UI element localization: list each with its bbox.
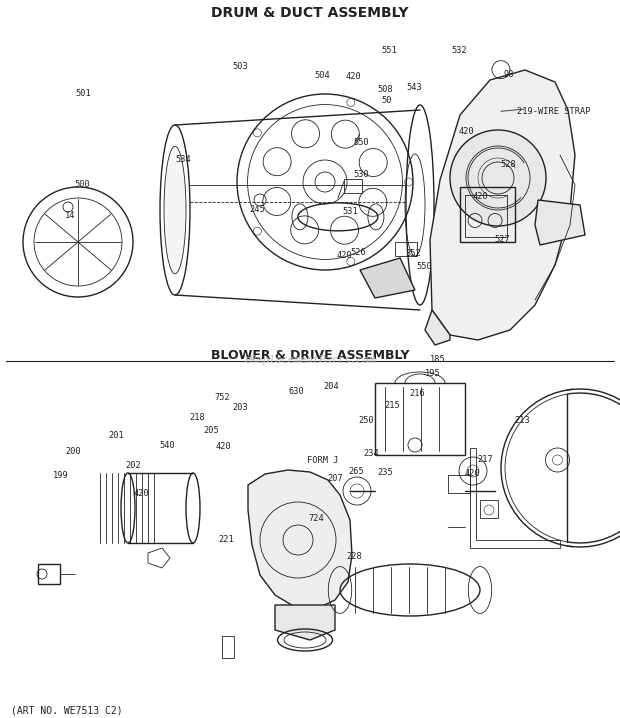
Text: 204: 204: [324, 382, 340, 391]
Text: 551: 551: [381, 46, 397, 55]
Text: 234: 234: [363, 449, 379, 458]
Text: 420: 420: [464, 470, 480, 478]
Bar: [465, 195, 507, 238]
Text: 420: 420: [458, 127, 474, 136]
Bar: [344, 179, 362, 193]
Text: 205: 205: [203, 426, 219, 435]
Text: 550: 550: [417, 262, 433, 271]
Text: 420: 420: [133, 490, 149, 498]
Text: 420: 420: [345, 73, 361, 81]
Text: 235: 235: [378, 468, 394, 477]
Text: 265: 265: [348, 467, 365, 476]
Text: 245: 245: [249, 205, 265, 214]
Text: 203: 203: [232, 403, 249, 411]
Polygon shape: [430, 70, 575, 340]
Bar: [480, 500, 498, 518]
Text: 526: 526: [350, 248, 366, 257]
Text: 528: 528: [500, 160, 516, 169]
Text: 420: 420: [336, 251, 352, 260]
Text: 724: 724: [308, 514, 324, 523]
Text: 540: 540: [159, 441, 175, 449]
Text: 250: 250: [358, 416, 374, 424]
Bar: [395, 242, 417, 256]
Text: 216: 216: [409, 389, 425, 398]
Text: 532: 532: [451, 46, 467, 55]
Polygon shape: [275, 605, 335, 640]
Text: 503: 503: [232, 62, 249, 70]
Text: (ART NO. WE7513 C2): (ART NO. WE7513 C2): [11, 706, 123, 716]
Bar: [375, 383, 465, 455]
Text: 50: 50: [381, 96, 391, 105]
Text: 213: 213: [514, 416, 530, 424]
Text: 352: 352: [405, 249, 422, 258]
Text: 534: 534: [175, 155, 191, 164]
Bar: [448, 475, 469, 493]
Text: 215: 215: [384, 401, 400, 410]
Polygon shape: [425, 310, 450, 345]
Text: 201: 201: [108, 432, 125, 440]
Text: 195: 195: [425, 369, 441, 378]
Text: FORM J: FORM J: [307, 457, 338, 465]
Text: 14: 14: [65, 211, 75, 220]
Bar: [222, 636, 234, 658]
Text: 420: 420: [215, 442, 231, 451]
Text: 630: 630: [288, 387, 304, 396]
Bar: [460, 187, 515, 243]
Text: BLOWER & DRIVE ASSEMBLY: BLOWER & DRIVE ASSEMBLY: [211, 349, 409, 362]
Text: 199: 199: [53, 471, 69, 480]
Text: 530: 530: [353, 170, 369, 179]
Text: 752: 752: [214, 393, 230, 401]
Text: 420: 420: [472, 192, 489, 201]
Text: 500: 500: [74, 180, 91, 189]
Text: 508: 508: [378, 85, 394, 93]
Text: 217: 217: [477, 455, 493, 464]
Text: 228: 228: [347, 552, 363, 561]
Polygon shape: [360, 258, 415, 298]
Text: 543: 543: [406, 83, 422, 92]
Text: DRUM & DUCT ASSEMBLY: DRUM & DUCT ASSEMBLY: [211, 6, 409, 20]
Text: 207: 207: [327, 475, 343, 483]
Text: eReplacementParts.com: eReplacementParts.com: [244, 355, 376, 365]
Text: 504: 504: [314, 71, 330, 80]
Text: 219-WIRE STRAP: 219-WIRE STRAP: [517, 107, 590, 116]
Text: 531: 531: [342, 207, 358, 215]
Text: 185: 185: [430, 355, 446, 363]
Text: 218: 218: [189, 414, 205, 422]
Text: 200: 200: [65, 447, 81, 456]
Text: 98: 98: [503, 70, 513, 79]
Text: 527: 527: [494, 236, 510, 244]
Text: 550: 550: [353, 138, 369, 146]
Polygon shape: [248, 470, 352, 608]
Bar: [38, 564, 60, 584]
Ellipse shape: [164, 146, 186, 274]
Text: 221: 221: [218, 536, 234, 544]
Polygon shape: [535, 200, 585, 245]
Text: 202: 202: [125, 461, 141, 470]
Circle shape: [450, 130, 546, 226]
Text: 501: 501: [76, 89, 92, 98]
